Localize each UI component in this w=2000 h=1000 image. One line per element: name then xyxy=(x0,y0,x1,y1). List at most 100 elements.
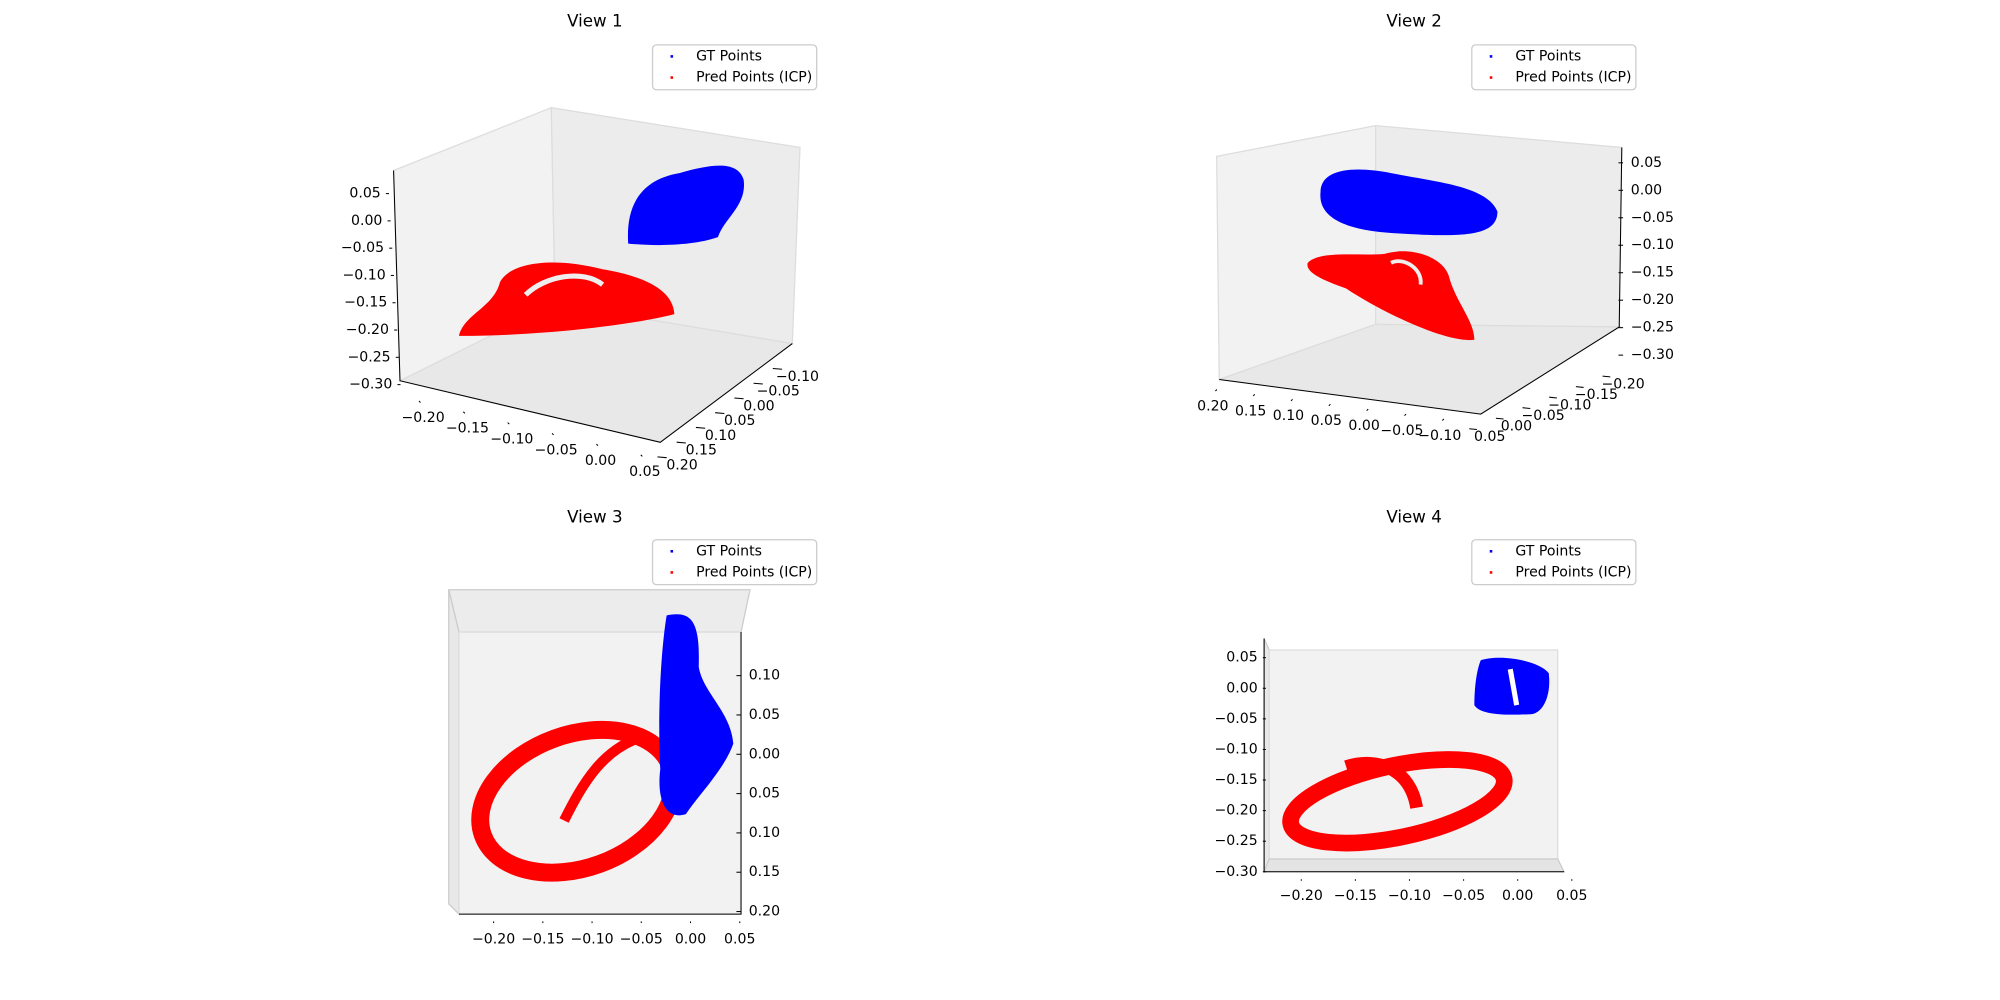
tick-label: −0.10 xyxy=(570,932,613,948)
tick-mark xyxy=(1328,403,1331,407)
tick-label: −0.25 xyxy=(1214,833,1257,849)
legend-box xyxy=(1471,44,1637,91)
tick-label: 0.10 xyxy=(1273,408,1304,424)
tick-label: −0.20 xyxy=(1601,377,1644,393)
tick-label: −0.10 xyxy=(1214,741,1257,757)
tick-mark xyxy=(596,443,599,447)
tick-label: −0.15 xyxy=(1575,387,1618,403)
tick-label: −0.15 xyxy=(446,421,489,437)
tick-mark xyxy=(1252,394,1256,397)
tick-label: −0.05 xyxy=(757,384,800,400)
tick-mark xyxy=(753,382,763,385)
view-3-point-clouds xyxy=(471,614,734,882)
tick-mark xyxy=(1495,417,1504,420)
legend-label: Pred Points (ICP) xyxy=(696,564,812,580)
tick-label: −0.15 xyxy=(1631,265,1674,281)
tick-label: −0.05 xyxy=(1521,408,1564,424)
tick-label: 0.05 xyxy=(349,186,380,202)
legend-box xyxy=(1471,539,1637,586)
tick-label: 0.20 xyxy=(749,904,780,920)
legend-label: Pred Points (ICP) xyxy=(696,70,812,86)
tick-label: 0.00 xyxy=(351,213,382,229)
view-1: View 1 GT Points Pred Points (ICP) 0.05 0.00… xyxy=(341,11,819,480)
tick-label: 0.00 xyxy=(675,932,706,948)
legend-box xyxy=(651,539,818,586)
legend-label: Pred Points (ICP) xyxy=(1515,70,1631,86)
tick-label: 0.20 xyxy=(666,457,697,473)
tick-label: 0.05 xyxy=(1474,429,1505,445)
tick-mark xyxy=(772,367,783,370)
tick-label: −0.05 xyxy=(1631,210,1674,226)
subplot-title: View 1 xyxy=(567,11,622,30)
tick-label: −0.10 xyxy=(1418,428,1461,444)
tick-label: −0.05 xyxy=(1380,423,1423,439)
legend-marker xyxy=(1489,571,1493,574)
legend-box xyxy=(651,44,818,91)
tick-label: −0.10 xyxy=(776,369,819,385)
tick-label: 0.10 xyxy=(749,825,780,841)
tick-label: −0.20 xyxy=(1280,888,1323,904)
tick-label: 0.00 xyxy=(585,453,616,469)
tick-label: −0.30 xyxy=(1631,347,1674,363)
legend-marker xyxy=(670,76,674,79)
tick-mark xyxy=(1441,418,1445,421)
tick-label: −0.30 xyxy=(1214,864,1257,880)
subplot-title: View 3 xyxy=(567,507,622,526)
tick-mark xyxy=(1215,389,1218,392)
tick-label: 0.15 xyxy=(686,443,717,459)
legend-label: GT Points xyxy=(696,543,762,559)
tick-label: 0.00 xyxy=(1348,418,1379,434)
tick-label: −0.05 xyxy=(1442,888,1485,904)
tick-label: 0.05 xyxy=(629,464,660,480)
legend-marker xyxy=(1489,55,1493,58)
tick-label: −0.15 xyxy=(344,295,387,311)
tick-mark xyxy=(551,432,554,436)
tick-label: 0.00 xyxy=(1501,419,1532,435)
legend-marker xyxy=(670,571,674,574)
tick-label: 0.00 xyxy=(749,746,780,762)
tick-label: 0.20 xyxy=(1197,398,1228,414)
tick-label: −0.05 xyxy=(1214,711,1257,727)
tick-label: 0.10 xyxy=(749,668,780,684)
tick-mark xyxy=(507,422,510,425)
tick-label: 0.15 xyxy=(749,864,780,880)
tick-label: −0.25 xyxy=(347,349,390,365)
tick-label: 0.05 xyxy=(724,413,755,429)
tick-label: −0.05 xyxy=(535,442,578,458)
legend-label: GT Points xyxy=(1515,543,1581,559)
legend-label: Pred Points (ICP) xyxy=(1515,564,1631,580)
tick-label: 0.00 xyxy=(1631,182,1662,198)
tick-label: 0.05 xyxy=(1311,413,1342,429)
tick-label: 0.00 xyxy=(1502,888,1533,904)
legend-marker xyxy=(670,55,674,58)
tick-mark xyxy=(1290,398,1293,402)
tick-label: −0.10 xyxy=(1388,888,1431,904)
tick-label: 0.05 xyxy=(1556,888,1587,904)
legend-marker xyxy=(670,550,674,553)
tick-label: −0.05 xyxy=(341,240,384,256)
tick-mark xyxy=(1522,407,1531,409)
tick-label: −0.25 xyxy=(1631,320,1674,336)
tick-label: −0.30 xyxy=(349,377,392,393)
view-1-point-clouds xyxy=(458,165,745,336)
view-2-point-clouds xyxy=(1307,169,1498,341)
tick-mark xyxy=(734,397,744,400)
tick-label: −0.10 xyxy=(1631,237,1674,253)
tick-label: 0.05 xyxy=(1226,650,1257,666)
tick-mark xyxy=(1575,386,1584,388)
tick-label: −0.20 xyxy=(346,322,389,338)
tick-label: −0.10 xyxy=(490,431,533,447)
tick-label: −0.15 xyxy=(1214,772,1257,788)
tick-mark xyxy=(676,441,686,444)
tick-label: 0.15 xyxy=(1235,403,1266,419)
tick-mark xyxy=(695,426,706,429)
view-3: View 3 GT Points Pred Points (ICP) 0.10 0.05… xyxy=(472,507,818,948)
legend-marker xyxy=(1489,550,1493,553)
tick-label: 0.05 xyxy=(749,786,780,802)
legend-label: GT Points xyxy=(696,48,762,64)
tick-mark xyxy=(1404,413,1407,416)
tick-mark xyxy=(715,412,725,414)
tick-mark xyxy=(640,454,643,457)
